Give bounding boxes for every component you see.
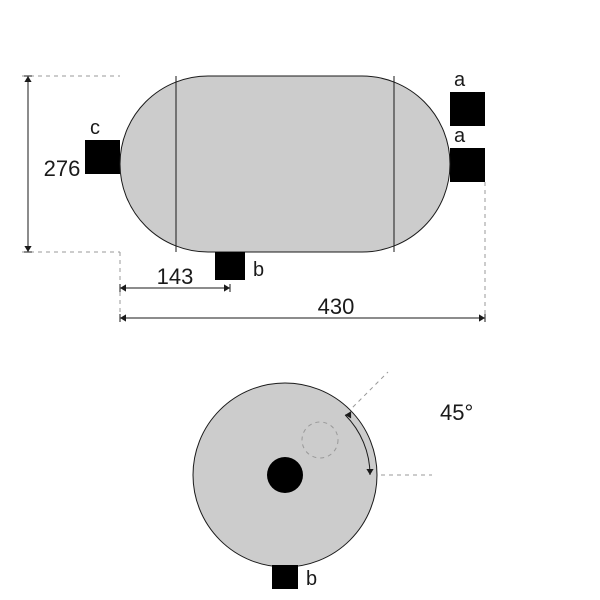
- center-port: [267, 457, 303, 493]
- port-label-a2: a: [454, 125, 466, 147]
- port-label-a1: a: [454, 69, 466, 91]
- port-c: [85, 140, 120, 174]
- end-port-b-label: b: [306, 568, 317, 590]
- tank-body-side: [120, 76, 450, 252]
- port-label-b: b: [253, 259, 264, 281]
- port-b: [215, 252, 245, 280]
- port-label-c: c: [90, 117, 100, 139]
- dim-value-w430: 430: [318, 294, 355, 319]
- port-a2: [450, 148, 485, 182]
- port-a1: [450, 92, 485, 126]
- angle-value: 45°: [440, 400, 473, 425]
- dim-value-w143: 143: [157, 264, 194, 289]
- end-port-b: [272, 565, 298, 589]
- dim-value-h276: 276: [44, 156, 81, 181]
